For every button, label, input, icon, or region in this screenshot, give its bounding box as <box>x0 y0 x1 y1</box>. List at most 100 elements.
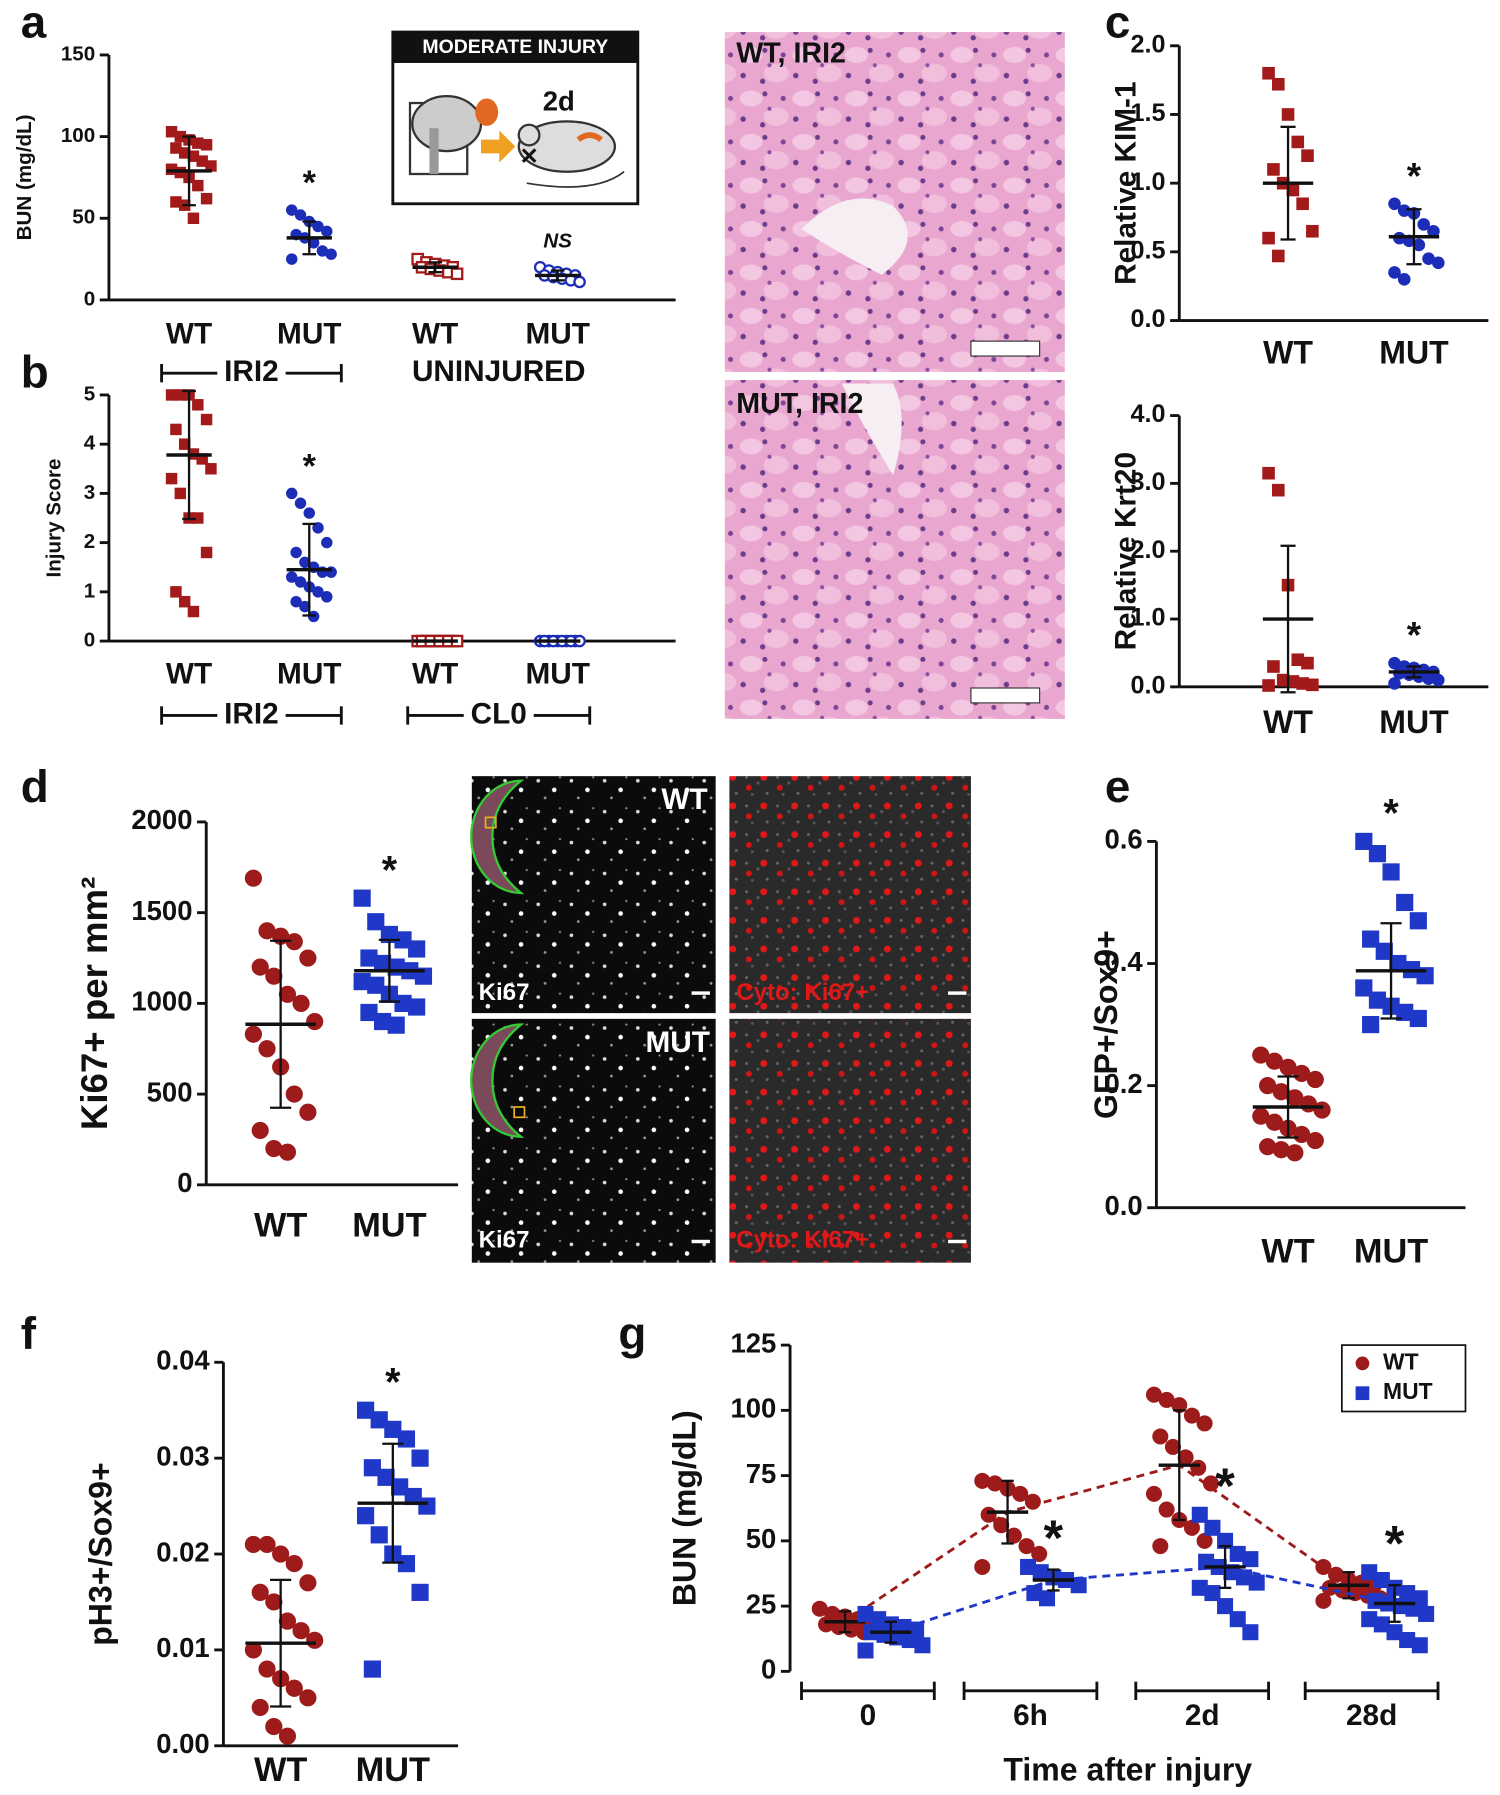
data-point <box>1397 273 1411 286</box>
data-point <box>1070 1577 1087 1594</box>
data-point <box>1202 1475 1219 1492</box>
data-point <box>278 1727 297 1745</box>
panel-letter: c <box>1105 0 1130 47</box>
x-tick-label: WT <box>254 1751 307 1789</box>
data-point <box>299 949 317 967</box>
y-axis-label: BUN (mg/dL) <box>667 1410 703 1606</box>
data-point <box>251 1121 269 1139</box>
y-tick-label: 2000 <box>131 804 192 835</box>
data-point <box>450 267 464 281</box>
y-tick-label: 1.0 <box>1131 604 1166 632</box>
x-tick-label: WT <box>254 1206 307 1244</box>
inset-diagram: MODERATE INJURY 2d ✕ <box>391 30 640 206</box>
legend-marker <box>1355 1356 1370 1371</box>
data-point <box>1229 1611 1246 1628</box>
y-tick-label: 2 <box>84 530 95 553</box>
data-point <box>1417 218 1430 231</box>
data-point <box>1306 1070 1324 1089</box>
data-point <box>974 1558 991 1575</box>
x-tick-label: 6h <box>1013 1699 1048 1732</box>
image-stain: Ki67 <box>479 979 530 1006</box>
x-tick-label: WT <box>412 657 458 690</box>
x-tick-label: WT <box>412 317 458 350</box>
y-tick-label: 0.0 <box>1104 1190 1142 1221</box>
micrograph-label: MUT, IRI2 <box>736 388 863 420</box>
data-point <box>321 536 333 549</box>
annotation: * <box>1383 792 1399 836</box>
data-point <box>244 1025 262 1043</box>
annotation: * <box>303 447 317 485</box>
data-point <box>1262 466 1275 480</box>
data-point <box>1362 1015 1380 1034</box>
data-point <box>187 605 200 618</box>
y-tick-label: 4.0 <box>1131 400 1166 428</box>
data-point <box>251 1698 269 1717</box>
image-stain: Ki67 <box>479 1226 530 1253</box>
mean-trend-line <box>890 1565 1395 1634</box>
data-point <box>1355 979 1373 997</box>
data-point <box>1262 679 1275 692</box>
x-tick-label: 2d <box>1185 1699 1220 1732</box>
data-point <box>272 1545 290 1563</box>
data-point <box>292 994 310 1012</box>
data-point <box>1388 677 1401 690</box>
annotation: * <box>1385 1514 1405 1571</box>
data-point <box>265 1718 283 1736</box>
group-label: IRI2 <box>224 355 279 388</box>
mean-trend-line <box>844 1463 1350 1623</box>
image-genotype: MUT <box>645 1026 709 1059</box>
data-point <box>286 571 298 583</box>
y-tick-label: 1500 <box>131 895 192 926</box>
data-point <box>205 463 217 475</box>
y-tick-label: 1.0 <box>1131 168 1166 196</box>
data-point <box>165 472 178 485</box>
y-tick-label: 100 <box>730 1393 776 1424</box>
data-point <box>387 1016 405 1034</box>
data-point <box>1145 1485 1163 1502</box>
data-point <box>299 1689 317 1707</box>
image-overlay: Cyto: Ki67+ <box>736 979 869 1006</box>
y-tick-label: 100 <box>61 124 95 147</box>
data-point <box>258 1040 276 1058</box>
y-tick-label: 0.04 <box>156 1345 210 1376</box>
data-point <box>857 1642 874 1659</box>
data-point <box>1191 1506 1208 1523</box>
micrograph-label: WT, IRI2 <box>736 38 846 70</box>
data-point <box>370 1411 388 1429</box>
data-point <box>192 399 204 411</box>
data-point <box>192 179 204 192</box>
x-tick-label: 28d <box>1346 1699 1397 1732</box>
panel-letter: b <box>21 347 49 398</box>
data-point <box>1388 197 1401 211</box>
annotation: * <box>385 1360 401 1404</box>
data-point <box>306 1012 324 1031</box>
data-point <box>411 1449 429 1467</box>
data-point <box>187 212 200 224</box>
y-axis-label: Relative Krt20 <box>1110 452 1143 650</box>
data-point <box>1315 1558 1332 1575</box>
data-point <box>1409 912 1427 930</box>
data-point <box>1291 135 1305 149</box>
data-point <box>367 913 385 931</box>
data-point <box>278 985 297 1003</box>
data-point <box>1388 266 1401 279</box>
data-point <box>321 225 333 238</box>
y-tick-label: 4 <box>84 432 96 455</box>
data-point <box>1431 673 1445 687</box>
data-point <box>286 253 298 265</box>
data-point <box>1024 1493 1041 1510</box>
y-axis-label: Ki67+ per mm² <box>74 877 115 1130</box>
x-tick-label: MUT <box>1379 704 1449 740</box>
y-tick-label: 25 <box>746 1588 777 1619</box>
x-tick-label: WT <box>166 657 212 690</box>
data-point <box>1267 163 1280 176</box>
x-tick-label: WT <box>1263 704 1313 740</box>
data-point <box>1242 1624 1259 1641</box>
data-point <box>914 1637 931 1654</box>
data-point <box>1152 1538 1169 1555</box>
data-point <box>278 1143 297 1161</box>
y-tick-label: 1000 <box>131 986 192 1017</box>
y-tick-label: 75 <box>746 1458 777 1489</box>
data-point <box>265 967 283 985</box>
